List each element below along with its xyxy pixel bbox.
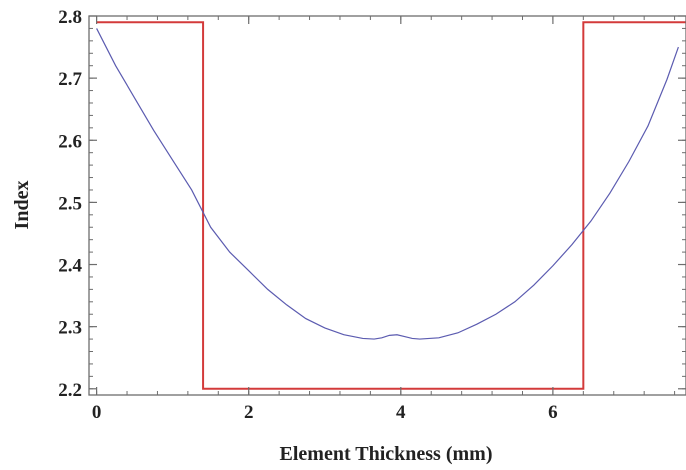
y-tick-label: 2.3 (58, 318, 82, 339)
x-tick-label: 4 (396, 402, 406, 423)
y-axis-label: Index (11, 181, 33, 230)
series-line-1 (96, 21, 686, 390)
y-tick-label: 2.5 (58, 193, 82, 214)
ticks-layer (89, 15, 686, 395)
y-tick-label: 2.7 (58, 69, 82, 90)
plot-frame (88, 15, 686, 396)
tick-labels-layer: 0 2 4 6 2.2 2.3 2.4 2.5 2.6 2.7 2.8 (58, 7, 557, 423)
x-tick-label: 2 (244, 402, 254, 423)
series-layer (96, 21, 686, 390)
x-axis-label: Element Thickness (mm) (280, 443, 493, 465)
y-tick-label: 2.8 (58, 7, 82, 28)
x-tick-label: 0 (92, 402, 102, 423)
x-tick-label: 6 (548, 402, 558, 423)
y-tick-label: 2.6 (58, 131, 82, 152)
y-tick-label: 2.2 (58, 380, 82, 401)
y-tick-label: 2.4 (58, 256, 82, 277)
series-line-2 (96, 28, 679, 340)
